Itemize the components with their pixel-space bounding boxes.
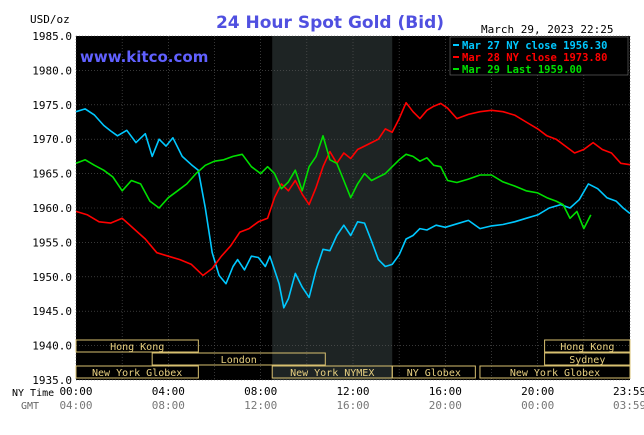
y-tick-label: 1955.0 [32,236,72,249]
legend-entry: Mar 27 NY close 1956.30 [462,40,607,52]
chart-timestamp: March 29, 2023 22:25 [481,23,613,36]
trading-sessions: Hong Kong Sydney Hong Kong London New York G… [75,339,631,379]
y-tick-label: 1985.0 [32,30,72,43]
y-tick-label: 1980.0 [32,64,72,77]
y-tick-label: 1945.0 [32,305,72,318]
ny-time-tick-label: 23:59 [613,385,644,398]
ny-time-tick-label: 08:00 [244,385,277,398]
y-tick-label: 1960.0 [32,202,72,215]
session-label: New York Globex [510,368,600,379]
series-line [75,135,592,230]
series-line [75,108,631,309]
ny-time-label: NY Time [12,388,54,399]
legend-box [449,36,629,76]
y-tick-label: 1940.0 [32,340,72,353]
session-label: London [221,355,257,366]
y-tick-label: 1970.0 [32,133,72,146]
gmt-tick-label: 12:00 [244,399,277,412]
session-box [75,339,199,353]
legend-entry: Mar 28 NY close 1973.80 [462,52,607,64]
session-box [544,352,631,366]
gmt-tick-label: 20:00 [429,399,462,412]
watermark: www.kitco.com [80,48,208,66]
y-tick-label: 1950.0 [32,271,72,284]
session-box [75,365,199,379]
ny-time-tick-label: 20:00 [521,385,554,398]
ny-time-tick-label: 04:00 [152,385,185,398]
x-axis: 00:00 04:00 08:00 12:00 16:00 20:00 23:5904:00… [59,385,644,412]
session-box [479,365,631,379]
session-label: NY Globex [407,368,461,379]
session-label: Hong Kong [110,342,164,353]
ny-time-tick-label: 12:00 [336,385,369,398]
gmt-label: GMT [21,401,39,412]
session-box [151,352,326,366]
gmt-tick-label: 16:00 [336,399,369,412]
gmt-tick-label: 03:59 [613,399,644,412]
y-tick-label: 1975.0 [32,99,72,112]
ny-time-tick-label: 00:00 [59,385,92,398]
ny-time-tick-label: 16:00 [429,385,462,398]
session-label: New York NYMEX [290,368,374,379]
chart-title: 24 Hour Spot Gold (Bid) [216,13,444,33]
series-line [75,101,631,277]
y-axis-unit-label: USD/oz [30,13,70,26]
session-label: New York Globex [92,368,182,379]
y-tick-label: 1935.0 [32,374,72,387]
session-box [391,365,476,379]
session-box [544,339,631,353]
price-series [75,101,631,309]
gmt-tick-label: 04:00 [59,399,92,412]
session-label: Sydney [569,355,605,366]
y-axis: 1985.0 1980.0 1975.0 1970.0 1965.0 1960.0 1955… [32,30,72,387]
legend-entry: Mar 29 Last 1959.00 [462,64,582,76]
grid-lines [75,35,631,381]
session-label: Hong Kong [560,342,614,353]
y-tick-label: 1965.0 [32,168,72,181]
gmt-tick-label: 08:00 [152,399,185,412]
gmt-tick-label: 00:00 [521,399,554,412]
nymex-shaded-region [272,36,393,380]
